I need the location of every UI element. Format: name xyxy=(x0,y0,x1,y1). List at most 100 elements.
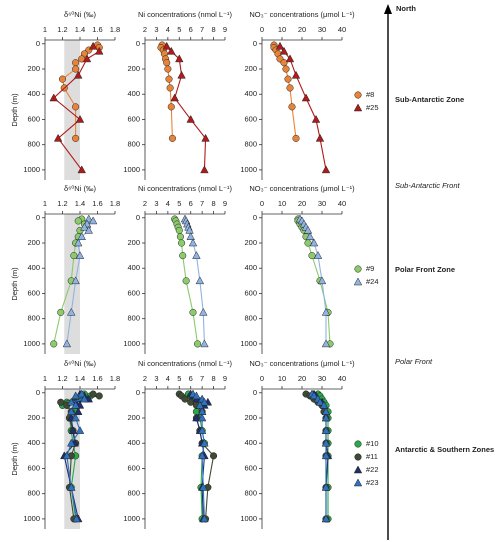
x-tick-label: 1.6 xyxy=(92,199,102,208)
data-point xyxy=(88,216,98,225)
legend-label: #10 xyxy=(366,439,379,448)
y-tick-label: 800 xyxy=(127,140,140,149)
data-point xyxy=(62,451,72,460)
x-tick-label: 20 xyxy=(298,374,306,383)
data-point xyxy=(321,426,331,434)
y-tick-label: 1000 xyxy=(240,514,257,523)
y-tick-label: 800 xyxy=(127,314,140,323)
data-point xyxy=(77,389,86,398)
y-tick-label: 800 xyxy=(244,489,257,498)
y-tick-label: 200 xyxy=(127,238,140,247)
data-point xyxy=(167,46,176,55)
data-point xyxy=(71,400,80,409)
x-tick-label: 1.4 xyxy=(75,25,85,34)
data-point xyxy=(175,226,183,234)
data-point xyxy=(197,413,207,422)
y-tick-label: 600 xyxy=(244,288,257,297)
y-axis-label: Depth (m) xyxy=(10,442,19,476)
arrow-head xyxy=(384,4,392,14)
x-tick-label: 1 xyxy=(43,25,47,34)
data-point xyxy=(291,70,301,79)
x-tick-label: 10 xyxy=(278,199,286,208)
x-tick-label: 8 xyxy=(211,25,215,34)
x-tick-label: 7 xyxy=(200,199,204,208)
data-point xyxy=(95,46,104,55)
data-point xyxy=(321,165,331,174)
y-tick-label: 600 xyxy=(27,288,40,297)
data-point xyxy=(192,251,201,259)
data-point xyxy=(321,413,331,422)
x-tick-label: 0 xyxy=(260,25,264,34)
data-point xyxy=(200,165,209,174)
x-tick-label: 40 xyxy=(338,374,346,383)
x-axis-label: δ⁶⁰Ni (‰) xyxy=(64,184,96,193)
data-point xyxy=(75,426,85,434)
data-point xyxy=(309,238,319,247)
data-point xyxy=(194,340,202,348)
x-tick-label: 0 xyxy=(260,374,264,383)
data-point xyxy=(279,46,289,55)
x-tick-label: 30 xyxy=(318,199,326,208)
data-point xyxy=(186,114,195,123)
data-point xyxy=(75,114,85,123)
data-point xyxy=(68,426,78,434)
y-tick-label: 800 xyxy=(244,140,257,149)
data-point xyxy=(201,133,210,142)
data-point xyxy=(309,391,319,400)
data-point xyxy=(168,134,176,142)
y-tick-label: 600 xyxy=(244,463,257,472)
y-tick-label: 800 xyxy=(27,489,40,498)
y-tick-label: 0 xyxy=(36,388,40,397)
x-tick-label: 1.6 xyxy=(92,374,102,383)
x-tick-label: 1.8 xyxy=(110,374,120,383)
y-tick-label: 600 xyxy=(27,463,40,472)
zone-label: Polar Front Zone xyxy=(395,265,455,274)
data-point xyxy=(188,238,198,247)
x-tick-label: 3 xyxy=(154,199,158,208)
x-tick-label: 1.4 xyxy=(75,199,85,208)
data-point xyxy=(284,75,292,83)
zone-label: Sub-Antarctic Front xyxy=(395,181,461,190)
y-tick-label: 1000 xyxy=(240,339,257,348)
data-point xyxy=(71,391,80,400)
y-tick-label: 800 xyxy=(27,314,40,323)
y-tick-label: 200 xyxy=(27,238,40,247)
x-tick-label: 1.6 xyxy=(92,25,102,34)
x-tick-label: 5 xyxy=(177,25,181,34)
x-tick-label: 2 xyxy=(143,374,147,383)
data-point xyxy=(200,397,209,406)
y-tick-label: 200 xyxy=(27,64,40,73)
legend-label: #23 xyxy=(366,478,379,487)
x-tick-label: 30 xyxy=(318,374,326,383)
x-tick-label: 5 xyxy=(177,374,181,383)
x-tick-label: 20 xyxy=(298,25,306,34)
data-point xyxy=(292,134,300,142)
x-tick-label: 5 xyxy=(177,199,181,208)
data-point xyxy=(175,54,184,63)
y-tick-label: 200 xyxy=(27,413,40,422)
y-tick-label: 400 xyxy=(127,438,140,447)
zone-label: Antarctic & Southern Zones xyxy=(395,445,494,454)
y-tick-label: 0 xyxy=(253,388,257,397)
data-point xyxy=(321,339,331,348)
data-point xyxy=(319,400,329,409)
x-tick-label: 4 xyxy=(166,199,170,208)
x-axis-label: NO₃⁻ concentrations (μmol L⁻¹) xyxy=(249,10,355,19)
x-tick-label: 6 xyxy=(189,374,193,383)
legend-marker xyxy=(354,265,362,273)
data-point xyxy=(288,103,296,111)
data-point xyxy=(77,232,86,240)
x-tick-label: 10 xyxy=(278,25,286,34)
data-point xyxy=(50,340,58,348)
data-point xyxy=(58,75,67,83)
data-point xyxy=(197,451,207,460)
x-tick-label: 40 xyxy=(338,25,346,34)
data-point xyxy=(74,217,82,225)
y-tick-label: 400 xyxy=(244,89,257,98)
data-point xyxy=(315,397,325,406)
data-point xyxy=(305,232,315,240)
data-point xyxy=(185,225,194,234)
legend-marker xyxy=(354,440,362,448)
x-tick-label: 0 xyxy=(260,199,264,208)
data-point xyxy=(181,395,189,403)
